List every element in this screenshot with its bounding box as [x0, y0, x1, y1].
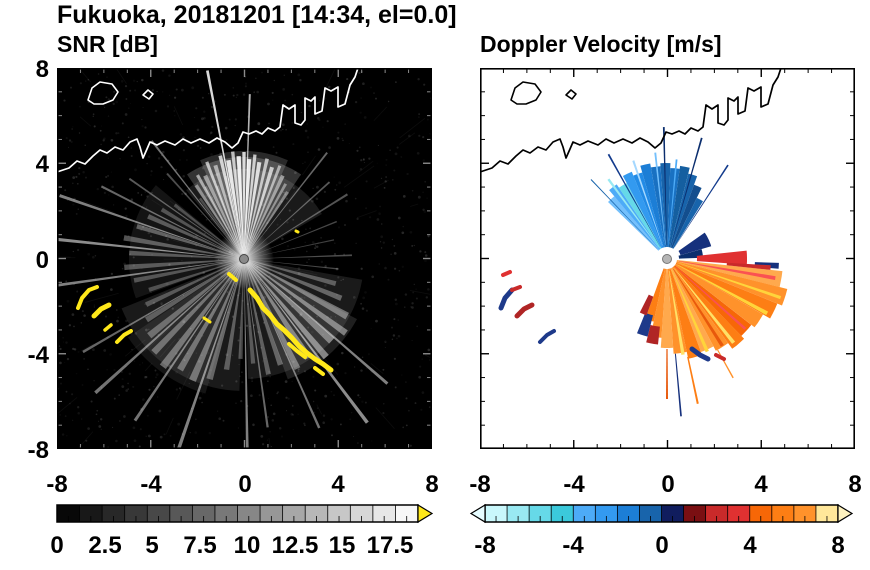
doppler-colorbar-label: -8	[474, 532, 496, 559]
doppler-x-tick-label: -4	[563, 471, 585, 498]
noise-speckle-layer	[57, 68, 432, 449]
coastline	[57, 68, 359, 173]
snr-panel-title: SNR [dB]	[57, 31, 158, 57]
island-outline	[510, 81, 542, 105]
doppler-colorbar-label: -4	[562, 532, 584, 559]
snr-colorbar-label: 10	[233, 532, 261, 559]
doppler-colorbar-label: 0	[655, 532, 669, 559]
snr-colorbar-label: 12.5	[271, 532, 319, 559]
doppler-colorbar-label: 8	[831, 532, 845, 559]
doppler-x-tick-label: -8	[469, 471, 491, 498]
doppler-colorbar-ticks	[495, 505, 828, 522]
island-outline	[142, 89, 154, 100]
doppler-colorbar-label: 4	[743, 532, 757, 559]
doppler-colorbar-blocks	[485, 505, 839, 522]
doppler-panel-title: Doppler Velocity [m/s]	[480, 31, 722, 57]
snr-colorbar-label: 2.5	[88, 532, 122, 559]
snr-colorbar-label: 7.5	[183, 532, 217, 559]
doppler-x-tick-label: 4	[754, 471, 768, 498]
snr-colorbar-blocks	[57, 505, 419, 522]
snr-x-tick-label: -8	[46, 471, 68, 498]
island-outline	[565, 89, 577, 100]
doppler-colorbar-under-arrow	[469, 503, 486, 524]
snr-y-tick-label: 8	[35, 56, 49, 83]
snr-x-tick-label: 0	[238, 471, 252, 498]
coastline	[480, 68, 782, 173]
snr-x-tick-label: 8	[425, 471, 439, 498]
figure-title: Fukuoka, 20181201 [14:34, el=0.0]	[57, 1, 457, 29]
plot-frame	[480, 68, 855, 449]
doppler-x-tick-label: 8	[848, 471, 862, 498]
snr-colorbar-label: 0	[50, 532, 64, 559]
snr-colorbar	[56, 503, 434, 524]
doppler-colorbar-over-arrow	[837, 503, 854, 524]
radar-site-dot	[239, 254, 249, 264]
island-outline	[87, 81, 119, 105]
snr-colorbar-label: 17.5	[366, 532, 414, 559]
snr-x-tick-label: 4	[331, 471, 345, 498]
doppler-x-tick-label: 0	[661, 471, 675, 498]
snr-colorbar-label: 5	[145, 532, 159, 559]
plot-frame	[57, 68, 432, 449]
snr-x-tick-label: -4	[140, 471, 162, 498]
snr-colorbar-ticks	[67, 505, 408, 522]
snr-colorbar-over-arrow	[417, 503, 434, 524]
high-snr-echo-layer	[76, 229, 334, 376]
snr-y-tick-label: 4	[35, 151, 49, 178]
snr-y-tick-label: -8	[27, 437, 49, 464]
snr-radar-map	[57, 68, 432, 449]
doppler-colorbar	[469, 503, 854, 524]
snr-colorbar-label: 15	[328, 532, 356, 559]
radar-site-dot	[662, 254, 672, 264]
snr-y-tick-label: -4	[27, 342, 49, 369]
snr-y-tick-label: 0	[35, 247, 49, 274]
doppler-radar-map	[480, 68, 855, 449]
velocity-echo-patch-layer	[498, 270, 726, 362]
velocity-wedge-layer	[590, 127, 788, 417]
